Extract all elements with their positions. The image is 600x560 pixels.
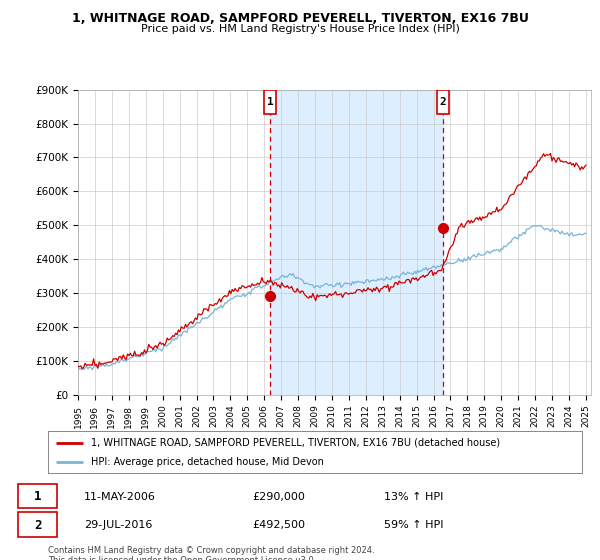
Text: 1: 1 xyxy=(34,491,41,503)
Text: Contains HM Land Registry data © Crown copyright and database right 2024.
This d: Contains HM Land Registry data © Crown c… xyxy=(48,546,374,560)
Text: £290,000: £290,000 xyxy=(252,492,305,502)
Text: HPI: Average price, detached house, Mid Devon: HPI: Average price, detached house, Mid … xyxy=(91,457,323,467)
Text: 1: 1 xyxy=(267,97,274,107)
Text: Price paid vs. HM Land Registry's House Price Index (HPI): Price paid vs. HM Land Registry's House … xyxy=(140,24,460,34)
Text: 2: 2 xyxy=(34,519,41,531)
FancyBboxPatch shape xyxy=(265,90,276,114)
Bar xyxy=(271,90,443,395)
Text: 13% ↑ HPI: 13% ↑ HPI xyxy=(384,492,443,502)
Text: 1, WHITNAGE ROAD, SAMPFORD PEVERELL, TIVERTON, EX16 7BU (detached house): 1, WHITNAGE ROAD, SAMPFORD PEVERELL, TIV… xyxy=(91,437,500,447)
Text: 59% ↑ HPI: 59% ↑ HPI xyxy=(384,520,443,530)
Text: £492,500: £492,500 xyxy=(252,520,305,530)
Text: 29-JUL-2016: 29-JUL-2016 xyxy=(84,520,152,530)
Text: 2: 2 xyxy=(440,97,446,107)
FancyBboxPatch shape xyxy=(18,512,57,536)
FancyBboxPatch shape xyxy=(18,484,57,508)
Text: 11-MAY-2006: 11-MAY-2006 xyxy=(84,492,156,502)
FancyBboxPatch shape xyxy=(437,90,449,114)
Text: 1, WHITNAGE ROAD, SAMPFORD PEVERELL, TIVERTON, EX16 7BU: 1, WHITNAGE ROAD, SAMPFORD PEVERELL, TIV… xyxy=(71,12,529,25)
